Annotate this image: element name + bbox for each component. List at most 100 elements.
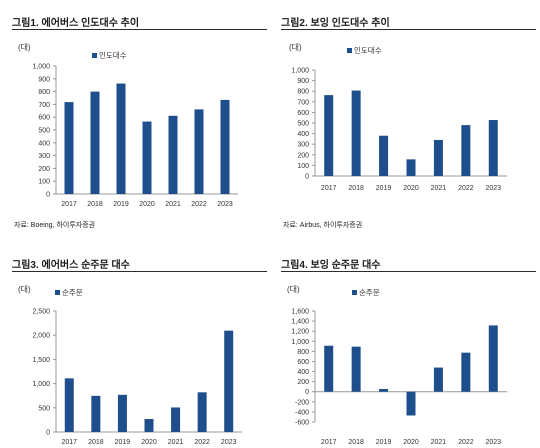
chart-panel-boeing-net-orders: 그림4. 보잉 순주문 대수 (대) -600 -400 -200 0 200 400 60… [281,256,540,448]
y-axis-unit: (대) [18,285,31,294]
bar-2017 [64,378,74,432]
y-tick-label: 1,000 [32,381,50,388]
title-divider [12,29,267,30]
y-tick-label: 600 [38,115,50,122]
y-tick-label: 500 [38,405,50,412]
legend-label: 순주문 [62,288,83,297]
chart-title: 그림3. 에어버스 순주문 대수 [12,260,130,271]
y-tick-label: 500 [38,128,50,135]
x-tick-label: 2021 [168,439,184,446]
y-tick-label: 300 [38,153,50,160]
y-tick-label: 800 [297,349,309,356]
y-tick-label: 200 [297,152,309,159]
y-tick-label: 200 [297,379,309,386]
bar-2019 [379,135,389,176]
bar-2023 [488,120,498,176]
legend-label: 순주문 [359,288,380,297]
y-tick-label: 600 [297,110,309,117]
x-tick-label: 2020 [141,439,157,446]
x-tick-label: 2023 [221,439,237,446]
legend-swatch [352,290,357,295]
bar-chart: 0 500 1,000 1,500 2,000 2,500 2017 2018 2019 2020… [32,288,242,446]
chart-panel-airbus-net-orders: 그림3. 에어버스 순주문 대수 (대) 0 500 1,000 1,500 2,000… [12,256,272,448]
y-tick-label: 600 [297,359,309,366]
x-tick-label: 2021 [165,201,181,208]
y-tick-label: 0 [46,192,50,199]
x-tick-label: 2022 [194,439,210,446]
bar-2020 [406,159,416,176]
y-tick-label: 1,000 [291,339,309,346]
bar-2020 [144,419,154,432]
bar-2022 [194,109,204,194]
y-tick-label: -400 [295,409,309,416]
y-tick-label: 0 [305,389,309,396]
x-tick-label: 2017 [321,439,337,446]
bar-2023 [220,99,230,194]
bar-2022 [461,125,471,176]
chart-source: 자료: Boeing, 하이투자증권 [14,222,96,229]
y-tick-label: 2,000 [32,333,50,340]
y-tick-label: 0 [305,174,309,181]
bar-2019 [116,83,126,194]
bar-2018 [90,91,100,194]
x-tick-label: 2017 [321,185,337,192]
x-tick-label: 2017 [61,201,77,208]
x-tick-label: 2022 [458,185,474,192]
title-divider [281,271,536,272]
title-divider [281,29,536,30]
bar-2023 [488,325,498,392]
x-tick-label: 2020 [403,439,419,446]
bar-chart: 0 100 200 300 400 500 600 700 800 900 1,000 2017 201… [32,50,238,208]
bar-2017 [64,102,74,194]
x-tick-label: 2019 [115,439,131,446]
bar-2021 [171,407,181,432]
legend-swatch [55,290,60,295]
y-tick-label: 1,600 [291,309,309,316]
bar-2018 [91,395,101,432]
x-tick-label: 2023 [217,201,233,208]
y-tick-label: 400 [297,131,309,138]
legend-swatch [347,48,352,53]
bar-2020 [406,391,416,416]
x-tick-label: 2019 [113,201,129,208]
y-tick-label: 100 [38,179,50,186]
chart-title: 그림4. 보잉 순주문 대수 [281,260,381,271]
bar-2021 [433,367,443,392]
legend-label: 인도대수 [354,45,382,55]
x-tick-label: 2019 [376,185,392,192]
y-tick-label: -600 [295,420,309,427]
bar-2021 [433,139,443,176]
y-tick-label: 0 [46,430,50,437]
bar-chart: 0 100 200 300 400 500 600 700 800 900 1,000 2017 201… [291,45,507,192]
y-tick-label: 1,500 [32,357,50,364]
y-tick-label: 500 [297,121,309,128]
chart-source: 자료: Airbus, 하이투자증권 [283,222,363,229]
x-tick-label: 2021 [431,185,447,192]
y-tick-label: 1,400 [291,319,309,326]
y-tick-label: 1,000 [291,68,309,75]
y-tick-label: 800 [38,89,50,96]
x-tick-label: 2018 [87,201,103,208]
bar-2018 [351,346,361,392]
x-tick-label: 2017 [61,439,77,446]
x-tick-label: 2020 [139,201,155,208]
chart-title: 그림2. 보잉 인도대수 추이 [281,18,390,29]
title-divider [12,271,267,272]
bar-2018 [351,90,361,176]
chart-panel-boeing-deliveries: 그림2. 보잉 인도대수 추이 (대) 0 100 200 300 400 500 600 7… [281,14,540,229]
bar-2022 [461,352,471,392]
bar-2019 [117,394,127,432]
y-axis-unit: (대) [289,43,302,52]
x-tick-label: 2018 [348,439,364,446]
x-tick-label: 2021 [431,439,447,446]
y-tick-label: 900 [38,76,50,83]
x-tick-label: 2020 [403,185,419,192]
x-tick-label: 2023 [485,439,501,446]
chart-title: 그림1. 에어버스 인도대수 추이 [12,18,140,29]
bar-chart: -600 -400 -200 0 200 400 600 800 1,000 1,200 1,400… [291,288,507,446]
y-tick-label: 800 [297,89,309,96]
y-tick-label: 200 [38,166,50,173]
bar-2023 [224,330,234,432]
x-tick-label: 2022 [191,201,207,208]
legend-swatch [92,53,97,58]
